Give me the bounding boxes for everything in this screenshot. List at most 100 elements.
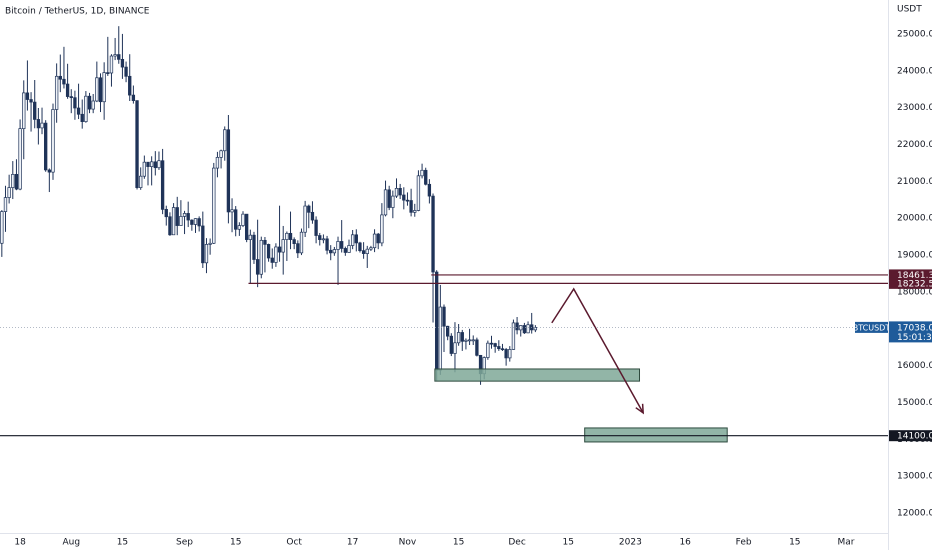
candle-body <box>259 239 263 275</box>
candle-body <box>263 239 267 245</box>
candle-body <box>248 234 252 240</box>
candle-body <box>18 128 22 190</box>
price-label: 14100.00 <box>897 432 932 442</box>
candle-body <box>62 78 66 85</box>
arrow-path <box>551 287 644 414</box>
candle-body <box>135 100 139 188</box>
x-tick-label: 15 <box>789 538 800 548</box>
zone <box>434 368 641 382</box>
candle-body <box>270 257 274 263</box>
candle-body <box>292 239 296 244</box>
y-tick-label: 24000.00 <box>897 66 932 76</box>
candle-body <box>40 122 44 129</box>
candle-body <box>387 189 391 208</box>
candle-body <box>102 72 106 103</box>
candle-body <box>208 242 212 245</box>
candle-body <box>500 348 505 351</box>
candle-body <box>274 246 278 263</box>
candle-body <box>475 339 479 356</box>
candle-body <box>29 99 33 103</box>
candle-body <box>321 238 326 241</box>
candle-body <box>157 160 161 169</box>
candle-body <box>212 167 216 244</box>
candle-body <box>435 271 439 371</box>
y-tick-label: 22000.00 <box>897 140 932 150</box>
y-tick-label: 25000.00 <box>897 29 932 39</box>
candle-body <box>80 113 84 122</box>
candle-body <box>65 83 70 97</box>
candle-body <box>424 169 428 185</box>
price-label: 18461.36 <box>897 271 932 281</box>
candle-body <box>376 233 380 244</box>
x-tick-label: Nov <box>399 538 417 548</box>
candle-body <box>73 97 77 109</box>
candle-body <box>413 210 417 213</box>
candle-body <box>0 211 4 244</box>
candle-body <box>456 332 461 344</box>
x-tick-label: 15 <box>563 538 574 548</box>
price-label-bg <box>889 277 932 289</box>
candle-body <box>325 238 329 251</box>
candle-body <box>182 213 187 217</box>
candle-body <box>160 160 165 210</box>
y-tick-label: 12000.00 <box>897 509 932 519</box>
candle-body <box>493 343 497 347</box>
x-tick-label: 15 <box>230 538 241 548</box>
candle-body <box>36 119 41 129</box>
candle-body <box>7 187 11 198</box>
y-tick-label: 16000.00 <box>897 361 932 371</box>
candle-body <box>204 244 209 264</box>
candle-body <box>405 199 410 202</box>
candle-body <box>241 213 245 226</box>
candle-body <box>69 96 73 99</box>
candle-body <box>113 54 117 57</box>
candle-body <box>288 232 293 240</box>
chart-title: Bitcoin / TetherUS, 1D, BINANCE <box>5 7 150 17</box>
candle-body <box>453 342 457 354</box>
candle-body <box>347 245 351 253</box>
candle-body <box>109 55 114 74</box>
candle-body <box>128 75 132 96</box>
x-tick-label: Feb <box>736 538 752 548</box>
candle-body <box>329 249 333 254</box>
candle-body <box>255 259 260 275</box>
candle-body <box>314 219 318 236</box>
price-label-bg <box>889 430 932 442</box>
candle-body <box>47 169 51 173</box>
candle-body <box>380 214 384 244</box>
x-tick-label: Sep <box>176 538 193 548</box>
candle-body <box>22 92 26 129</box>
x-tick-label: 17 <box>347 538 358 548</box>
candle-body <box>281 239 285 253</box>
candle-body <box>442 306 446 327</box>
candle-body <box>131 94 136 101</box>
candle-body <box>394 188 399 197</box>
price-label: 18232.56 <box>897 279 932 289</box>
arrow-head <box>635 403 645 415</box>
candle-body <box>340 241 344 249</box>
axis-unit: USDT <box>897 5 922 15</box>
candle-body <box>350 234 355 246</box>
candle-body <box>117 54 121 60</box>
candle-body <box>237 225 242 230</box>
candle-body <box>486 342 490 358</box>
candle-body <box>497 346 501 350</box>
candle-body <box>164 209 168 218</box>
candle-body <box>106 72 110 74</box>
x-tick-label: 15 <box>117 538 128 548</box>
candle-body <box>230 209 234 213</box>
candle-body <box>186 213 190 221</box>
candle-body <box>175 207 179 226</box>
candle-body <box>142 161 147 177</box>
candle-body <box>190 219 194 225</box>
candle-body <box>307 205 311 213</box>
candle-body <box>383 189 388 216</box>
candle-body <box>215 157 220 169</box>
candle-body <box>87 95 92 110</box>
symbol-tag-bg <box>855 321 888 333</box>
y-tick-label: 23000.00 <box>897 103 932 113</box>
y-tick-label: 15000.00 <box>897 398 932 408</box>
candle-body <box>3 197 8 212</box>
candle-body <box>460 332 464 342</box>
